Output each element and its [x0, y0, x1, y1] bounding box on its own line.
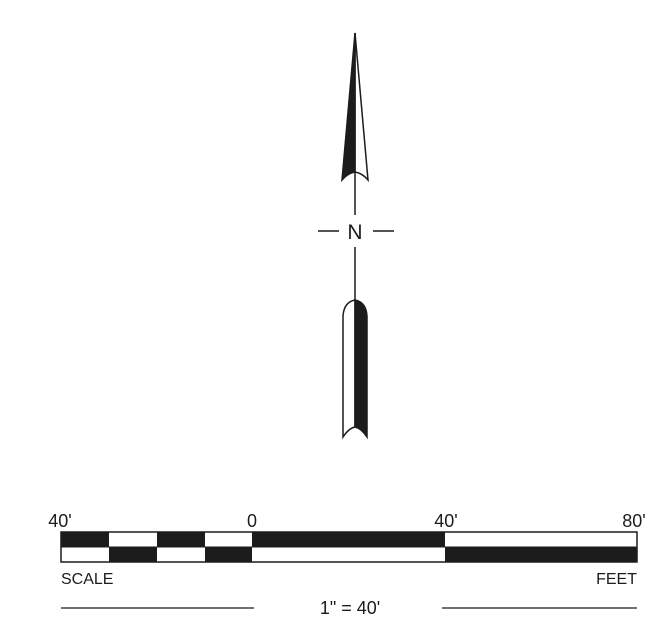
scale-tick-label-0: 0: [247, 511, 257, 531]
scale-ratio-text: 1" = 40': [320, 598, 380, 618]
scale-caption: SCALE: [61, 571, 113, 588]
scale-segment-bottom-4: [205, 547, 252, 562]
scale-segment-top-3: [157, 532, 205, 547]
north-arrowhead-light-half: [354, 32, 369, 183]
scale-tick-label-left-40: 40': [48, 511, 71, 531]
north-arrow-tail-dark-half: [354, 299, 368, 440]
scale-bar: 40' 0 40' 80' SCALE FEET 1" = 40': [48, 511, 645, 618]
north-arrow-tail-light-half: [342, 299, 356, 440]
scale-tick-label-80: 80': [622, 511, 645, 531]
feet-caption: FEET: [596, 571, 637, 588]
scale-segment-40-to-80-bottom: [445, 547, 637, 562]
scale-segment-bottom-2: [109, 547, 157, 562]
scale-segment-top-1: [61, 532, 109, 547]
north-arrowhead-dark-half: [341, 32, 356, 183]
north-arrow: [318, 32, 394, 440]
north-letter: N: [347, 221, 362, 244]
scale-segment-0-to-40-top: [252, 532, 445, 547]
scale-tick-label-right-40: 40': [434, 511, 457, 531]
